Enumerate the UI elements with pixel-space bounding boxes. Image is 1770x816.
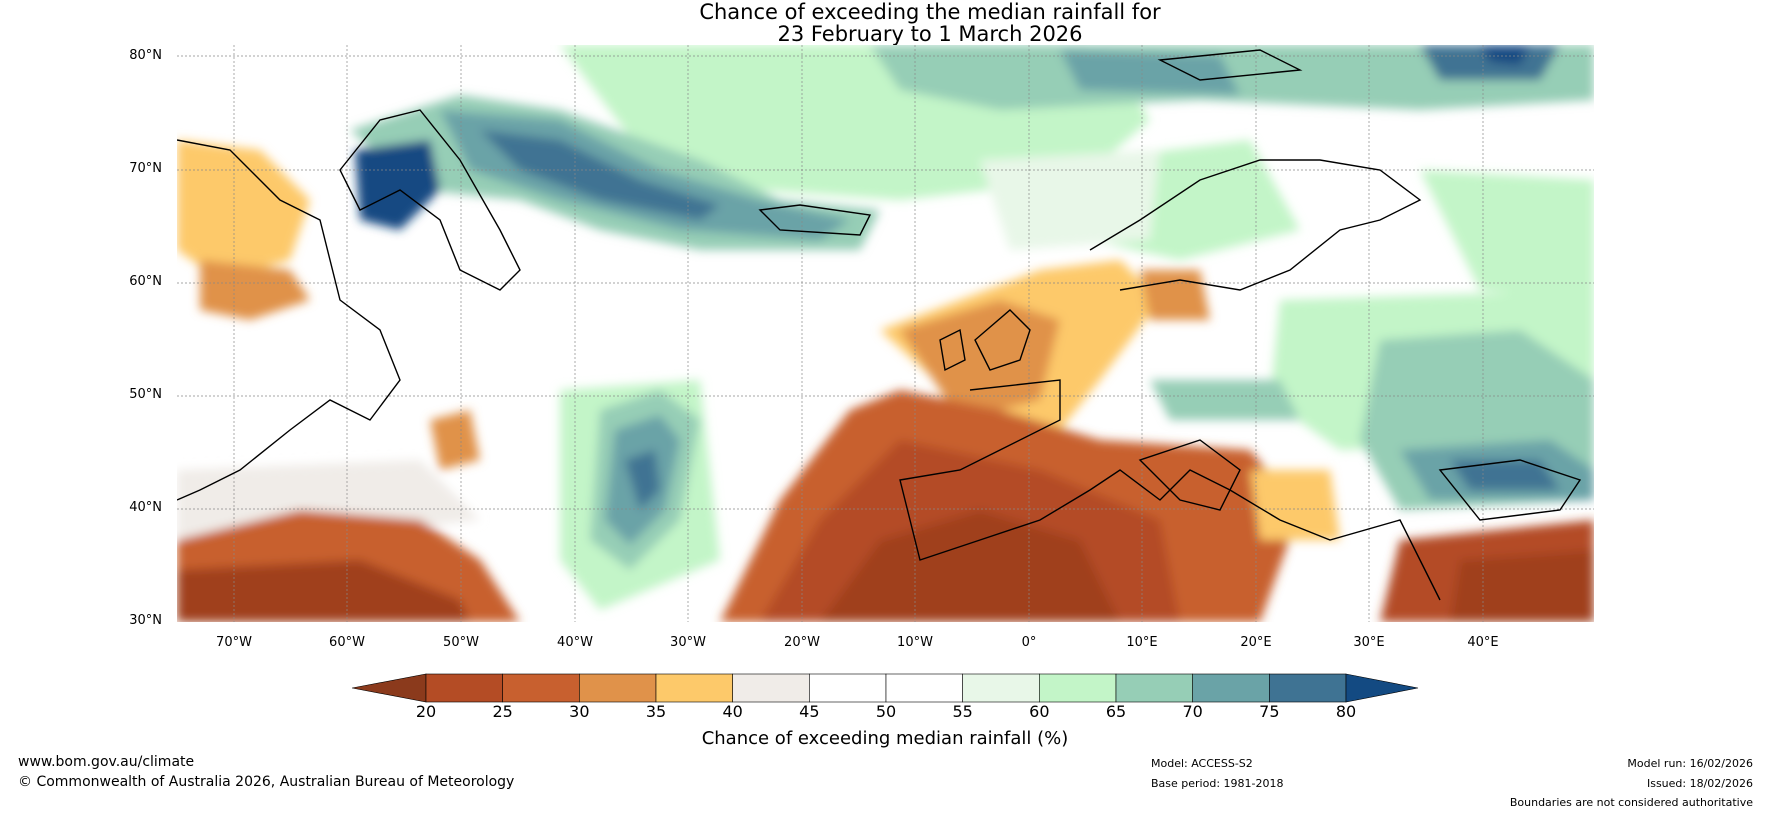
- colorbar-under-triangle: [352, 673, 427, 703]
- colorbar-cell-75-80: [1269, 673, 1347, 703]
- colorbar: [352, 673, 1419, 703]
- footer-issued: Issued: 18/02/2026: [1646, 777, 1753, 790]
- colorbar-tick-40: 40: [722, 702, 743, 721]
- colorbar-cell-40-45: [732, 673, 810, 703]
- rainfall-field: [177, 45, 1594, 622]
- colorbar-cell-20-25: [425, 673, 503, 703]
- footer-website: www.bom.gov.au/climate: [18, 754, 195, 770]
- lon-label-10w: 10°W: [897, 635, 933, 650]
- colorbar-cell-30-35: [579, 673, 657, 703]
- colorbar-cell-35-40: [655, 673, 733, 703]
- lon-label-30w: 30°W: [670, 635, 706, 650]
- lon-label-20e: 20°E: [1240, 635, 1272, 650]
- colorbar-cell-55-60: [962, 673, 1040, 703]
- colorbar-title: Chance of exceeding median rainfall (%): [701, 728, 1069, 749]
- lon-label-70w: 70°W: [216, 635, 252, 650]
- footer-model: Model: ACCESS-S2: [1151, 757, 1253, 770]
- colorbar-cell-50-55: [885, 673, 963, 703]
- lon-label-10e: 10°E: [1126, 635, 1158, 650]
- colorbar-cell-60-65: [1039, 673, 1117, 703]
- lon-label-0: 0°: [1021, 635, 1037, 650]
- colorbar-tick-45: 45: [799, 702, 820, 721]
- coastlines: [177, 49, 1582, 601]
- lon-label-20w: 20°W: [784, 635, 820, 650]
- colorbar-tick-20: 20: [415, 702, 437, 721]
- lon-label-40e: 40°E: [1467, 635, 1499, 650]
- colorbar-tick-30: 30: [569, 702, 590, 721]
- lat-label-30n: 30°N: [129, 613, 162, 628]
- lat-label-40n: 40°N: [129, 500, 162, 515]
- footer-model-run: Model run: 16/02/2026: [1627, 757, 1753, 770]
- footer-copyright: © Commonwealth of Australia 2026, Austra…: [18, 774, 515, 790]
- footer-disclaimer: Boundaries are not considered authoritat…: [1509, 796, 1753, 809]
- colorbar-cell-25-30: [502, 673, 580, 703]
- colorbar-cell-45-50: [809, 673, 887, 703]
- colorbar-tick-75: 75: [1259, 702, 1280, 721]
- lat-label-60n: 60°N: [129, 274, 162, 289]
- colorbar-tick-60: 60: [1029, 702, 1050, 721]
- lon-label-50w: 50°W: [443, 635, 479, 650]
- footer-base-period: Base period: 1981-2018: [1151, 777, 1284, 790]
- lon-label-60w: 60°W: [329, 635, 365, 650]
- colorbar-tick-65: 65: [1105, 702, 1127, 721]
- colorbar-tick-25: 25: [492, 702, 513, 721]
- map-title-line2: 23 February to 1 March 2026: [777, 22, 1083, 46]
- colorbar-over-triangle: [1345, 673, 1419, 703]
- colorbar-tick-70: 70: [1182, 702, 1203, 721]
- colorbar-cell-70-75: [1192, 673, 1270, 703]
- colorbar-tick-50: 50: [875, 702, 897, 721]
- lat-label-80n: 80°N: [129, 48, 162, 63]
- colorbar-tick-35: 35: [645, 702, 667, 721]
- lon-label-40w: 40°W: [557, 635, 593, 650]
- lon-label-30e: 30°E: [1353, 635, 1385, 650]
- lat-label-70n: 70°N: [129, 161, 162, 176]
- colorbar-cell-65-70: [1115, 673, 1193, 703]
- colorbar-tick-80: 80: [1335, 702, 1357, 721]
- lat-label-50n: 50°N: [129, 387, 162, 402]
- colorbar-tick-55: 55: [952, 702, 973, 721]
- map-title-line1: Chance of exceeding the median rainfall …: [699, 0, 1161, 24]
